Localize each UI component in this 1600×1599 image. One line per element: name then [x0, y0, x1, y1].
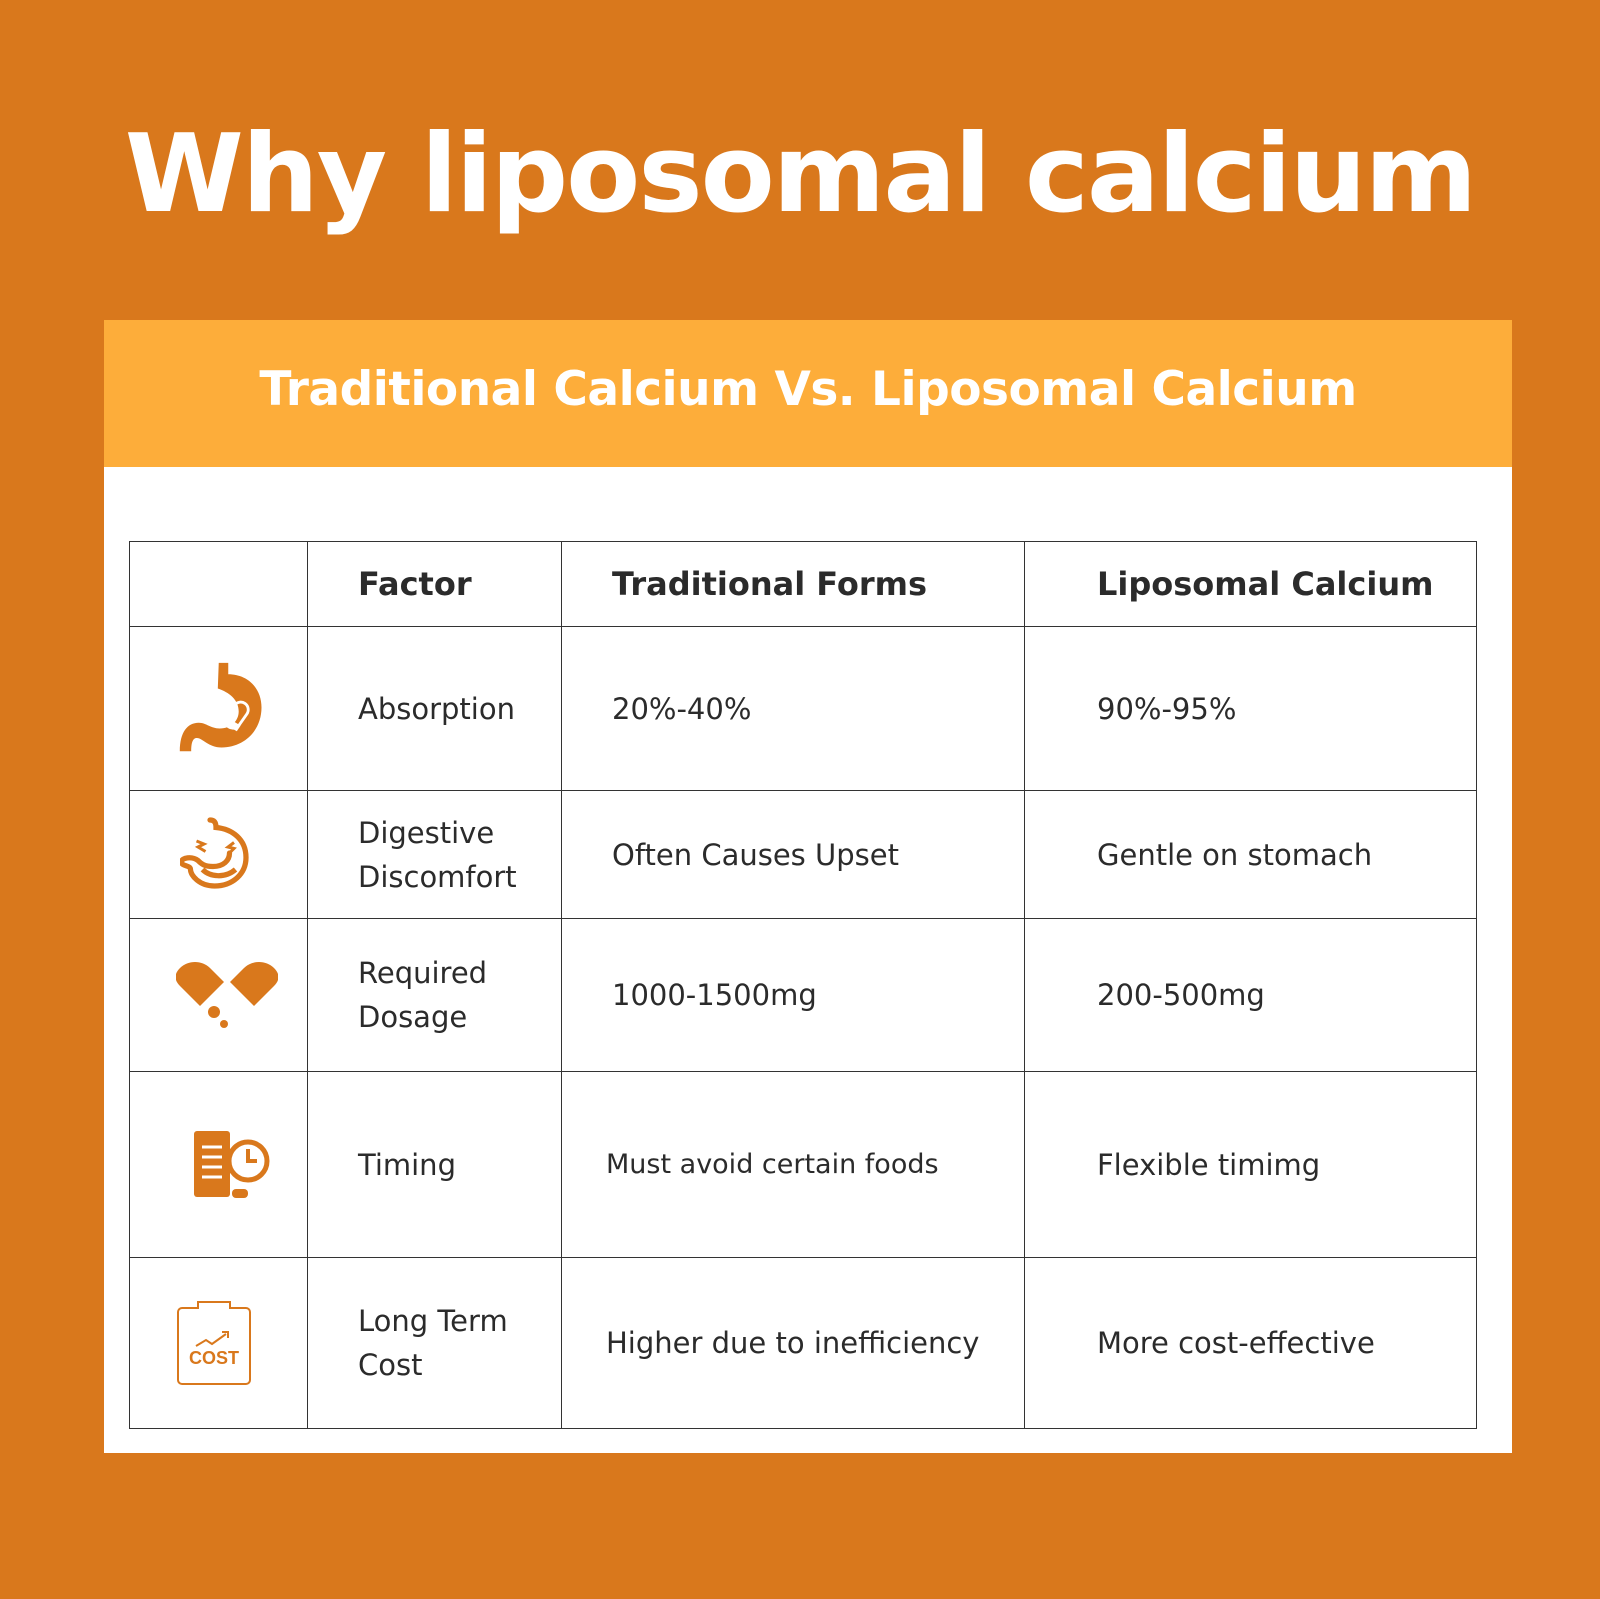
table-row: Required Dosage 1000-1500mg 200-500mg	[129, 918, 1477, 1072]
factor-cell: Timing	[307, 1071, 562, 1258]
page-title: Why liposomal calcium	[124, 112, 1477, 237]
liposomal-cell: 200-500mg	[1024, 918, 1477, 1072]
comparison-banner: Traditional Calcium Vs. Liposomal Calciu…	[104, 320, 1512, 467]
liposomal-cell: Gentle on stomach	[1024, 790, 1477, 919]
liposomal-cell: Flexible timimg	[1024, 1071, 1477, 1258]
liposomal-cell: 90%-95%	[1024, 626, 1477, 791]
upset-stomach-icon	[180, 817, 249, 889]
schedule-clock-icon	[194, 1130, 270, 1198]
cost-icon: COST	[177, 1301, 251, 1385]
table-row: COST Long Term Cost Higher due to ineffi…	[129, 1257, 1477, 1429]
factor-cell: Absorption	[307, 626, 562, 791]
table-row: Absorption 20%-40% 90%-95%	[129, 626, 1477, 791]
table-header-row: Factor Traditional Forms Liposomal Calci…	[129, 541, 1477, 627]
header-traditional: Traditional Forms	[561, 541, 1025, 627]
traditional-cell: Often Causes Upset	[561, 790, 1025, 919]
factor-cell: Long Term Cost	[307, 1257, 562, 1429]
traditional-cell: 20%-40%	[561, 626, 1025, 791]
comparison-panel: Traditional Calcium Vs. Liposomal Calciu…	[104, 320, 1512, 1453]
traditional-cell: Higher due to inefficiency	[561, 1257, 1025, 1429]
table-row: Digestive Discomfort Often Causes Upset …	[129, 790, 1477, 919]
header-factor: Factor	[307, 541, 562, 627]
table-row: Timing Must avoid certain foods Flexible…	[129, 1071, 1477, 1258]
stomach-pill-icon	[179, 662, 262, 752]
factor-cell: Required Dosage	[307, 918, 562, 1072]
factor-cell: Digestive Discomfort	[307, 790, 562, 919]
open-capsule-icon	[176, 962, 278, 1028]
comparison-table: Factor Traditional Forms Liposomal Calci…	[129, 541, 1477, 1429]
liposomal-cell: More cost-effective	[1024, 1257, 1477, 1429]
cost-icon-text: COST	[189, 1348, 239, 1368]
traditional-cell: 1000-1500mg	[561, 918, 1025, 1072]
header-liposomal: Liposomal Calcium	[1024, 541, 1477, 627]
traditional-cell: Must avoid certain foods	[561, 1071, 1025, 1258]
header-icon-cell	[129, 541, 308, 627]
